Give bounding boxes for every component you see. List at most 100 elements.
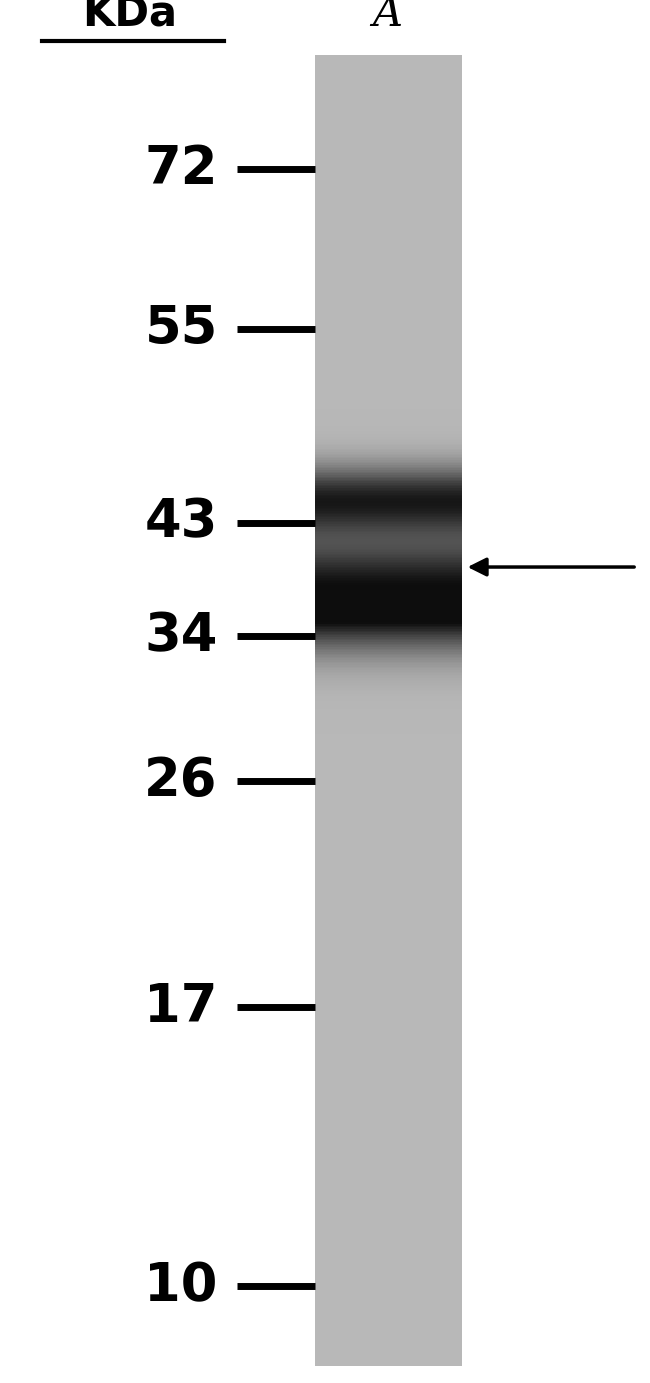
Bar (315, 1163, 462, 1164)
Bar (315, 278, 462, 279)
Bar (315, 191, 462, 194)
Bar (315, 849, 462, 852)
Bar (315, 216, 462, 217)
Bar (315, 759, 462, 762)
Bar (315, 1185, 462, 1188)
Bar (315, 795, 462, 798)
Bar (315, 721, 462, 722)
Bar (315, 1158, 462, 1160)
Bar (315, 1181, 462, 1182)
Bar (315, 762, 462, 765)
Bar (315, 1283, 462, 1286)
Bar (315, 213, 462, 216)
Bar (315, 617, 462, 620)
Bar (315, 866, 462, 869)
Bar (315, 1061, 462, 1064)
Bar (315, 271, 462, 274)
Bar (315, 1285, 462, 1288)
Bar (315, 318, 462, 321)
Bar (315, 1303, 462, 1306)
Bar (315, 768, 462, 770)
Bar (315, 513, 462, 516)
Bar (315, 463, 462, 465)
Bar (315, 133, 462, 136)
Bar (315, 618, 462, 621)
Bar (315, 961, 462, 963)
Bar (315, 105, 462, 108)
Bar (315, 1322, 462, 1324)
Bar (315, 805, 462, 808)
Bar (315, 1018, 462, 1021)
Bar (315, 308, 462, 311)
Bar (315, 510, 462, 513)
Bar (315, 416, 462, 419)
Bar (315, 593, 462, 596)
Bar (315, 326, 462, 329)
Bar (315, 1090, 462, 1093)
Bar (315, 1037, 462, 1040)
Bar (315, 354, 462, 357)
Bar (315, 372, 462, 375)
Bar (315, 202, 462, 205)
Bar (315, 647, 462, 650)
Bar (315, 268, 462, 270)
Text: KDa: KDa (83, 0, 177, 35)
Bar (315, 1088, 462, 1091)
Bar (315, 238, 462, 241)
Bar (315, 266, 462, 268)
Bar (315, 963, 462, 965)
Bar (315, 1264, 462, 1267)
Bar (315, 313, 462, 314)
Bar (315, 1328, 462, 1330)
Bar (315, 734, 462, 737)
Bar (315, 253, 462, 256)
Bar (315, 1147, 462, 1148)
Text: 43: 43 (144, 496, 218, 549)
Bar (315, 279, 462, 282)
Bar (315, 487, 462, 490)
Bar (315, 853, 462, 855)
Bar (315, 640, 462, 642)
Bar (315, 360, 462, 362)
Bar (315, 242, 462, 243)
Bar (315, 386, 462, 389)
Bar (315, 794, 462, 797)
Bar (315, 1337, 462, 1340)
Bar (315, 165, 462, 167)
Bar (315, 889, 462, 891)
Bar (315, 884, 462, 887)
Bar (315, 129, 462, 131)
Bar (315, 668, 462, 669)
Bar (315, 935, 462, 938)
Bar (315, 328, 462, 331)
Bar (315, 319, 462, 322)
Bar (315, 419, 462, 420)
Bar (315, 611, 462, 614)
Bar (315, 1075, 462, 1076)
Bar (315, 142, 462, 145)
Bar (315, 1108, 462, 1111)
Bar (315, 519, 462, 521)
Bar (315, 1288, 462, 1289)
Bar (315, 339, 462, 340)
Bar (315, 575, 462, 578)
Bar (315, 824, 462, 827)
Bar (315, 1138, 462, 1140)
Bar (315, 1319, 462, 1322)
Bar (315, 635, 462, 638)
Bar (315, 448, 462, 451)
Bar (315, 1346, 462, 1348)
Bar (315, 822, 462, 824)
Bar (315, 93, 462, 94)
Bar (315, 1069, 462, 1072)
Bar (315, 929, 462, 932)
Bar (315, 256, 462, 259)
Bar (315, 380, 462, 383)
Bar (315, 1254, 462, 1257)
Bar (315, 115, 462, 118)
Bar (315, 614, 462, 615)
Bar (315, 236, 462, 239)
Bar (315, 987, 462, 989)
Bar (315, 1167, 462, 1170)
Bar (315, 969, 462, 971)
